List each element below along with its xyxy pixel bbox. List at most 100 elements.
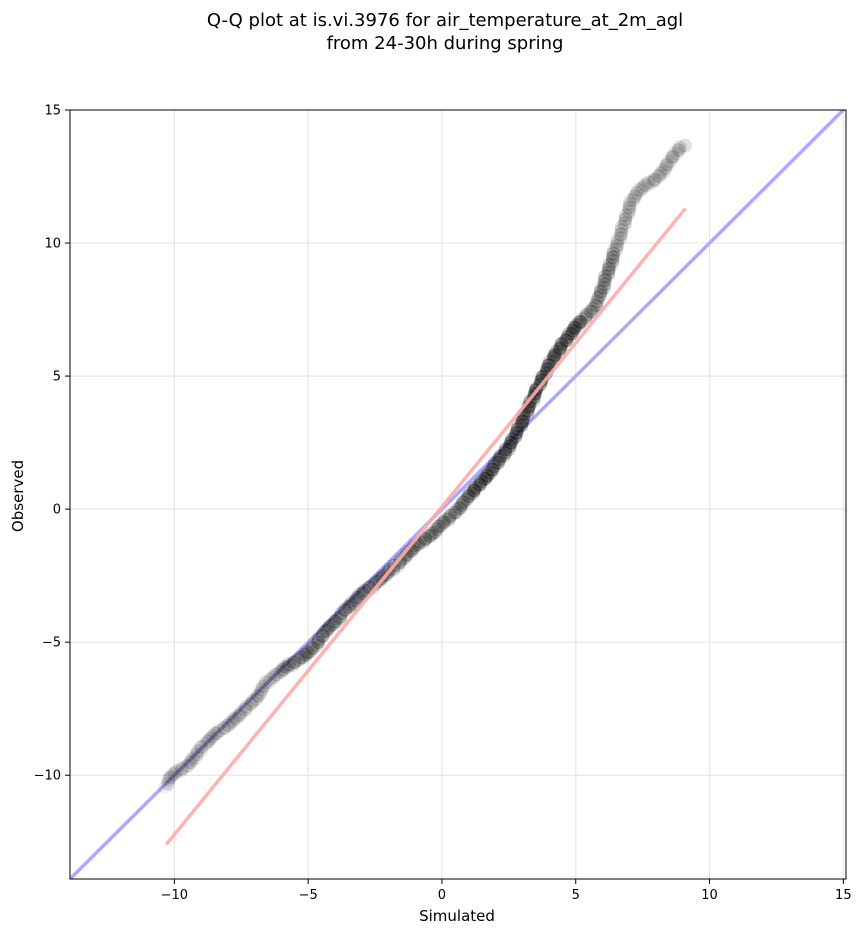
qq-point [262,673,276,687]
qq-point [678,139,692,153]
qq-point [191,744,205,758]
qq-point [492,452,507,467]
qq-point [316,625,331,640]
qq-point [477,471,492,486]
qq-point [509,426,524,441]
qq-point [564,326,579,341]
qq-point [618,219,632,233]
qq-point [187,749,201,763]
qq-point [456,495,471,510]
qq-point [601,269,616,284]
qq-point [279,659,294,674]
qq-point [635,180,649,194]
qq-point [460,492,475,507]
qq-point [189,748,203,762]
qq-point [227,711,241,725]
axes-frame [69,109,847,880]
qq-point [249,692,263,706]
qq-point [554,336,569,351]
qq-point [273,665,287,679]
qq-point [249,692,263,706]
qq-point [462,489,477,504]
qq-point [175,762,189,776]
qq-point [189,751,203,765]
qq-point [323,618,338,633]
qq-point [502,439,517,454]
qq-point [232,708,246,722]
qq-point [321,621,336,636]
qq-point [626,193,640,207]
qq-point [206,730,220,744]
qq-point [508,429,523,444]
qq-point [443,508,458,523]
qq-point [422,528,437,543]
qq-point [164,770,178,784]
qq-point [654,166,668,180]
qq-point [579,307,594,322]
qq-point [491,452,506,467]
qq-point [442,511,457,526]
qq-point [449,505,464,520]
qq-point [342,600,357,615]
qq-point [498,442,513,457]
qq-point [610,238,624,252]
qq-point [441,512,456,527]
qq-point [448,505,463,520]
qq-point [614,227,628,241]
qq-point [398,547,413,562]
qq-point [610,239,624,253]
x-tick-label: −5 [299,888,318,903]
qq-point [606,250,621,265]
qq-point [452,500,467,515]
qq-point [234,705,248,719]
qq-point [671,143,685,157]
qq-point [287,655,302,670]
qq-point [569,317,584,332]
qq-point [514,418,529,433]
qq-point [564,326,579,341]
qq-point [259,675,273,689]
qq-point [425,526,440,541]
qq-point [437,515,452,530]
qq-point [605,253,620,268]
qq-point [253,686,267,700]
plot-area [70,110,846,879]
y-tick-label: −5 [42,636,61,651]
qq-point [225,713,239,727]
y-tick-label: 10 [44,237,61,252]
qq-point [487,455,502,470]
qq-point [306,638,321,653]
qq-point [584,304,599,319]
qq-point [634,183,648,197]
qq-point [651,169,665,183]
qq-point [163,770,177,784]
qq-point [217,721,231,735]
qq-point [666,150,680,164]
qq-point [597,273,612,288]
qq-point [594,281,609,296]
qq-point [169,764,183,778]
qq-point [186,752,200,766]
qq-point [481,465,496,480]
qq-point [333,609,348,624]
qq-point [204,732,218,746]
qq-point [510,422,525,437]
qq-point [435,517,450,532]
qq-point [467,483,482,498]
qq-point [183,755,197,769]
qq-point [428,525,443,540]
axes: −10 −5 0 5 10 15 −10 −5 0 5 10 15 [34,104,852,904]
qq-point [319,623,334,638]
qq-point [305,641,320,656]
qq-point [515,414,530,429]
qq-point [542,354,557,369]
qq-point [449,502,464,517]
qq-point [348,593,363,608]
qq-point [583,304,598,319]
qq-point [622,201,636,215]
qq-point [267,670,281,684]
qq-point [571,317,586,332]
x-tick-label: 0 [438,888,446,903]
qq-point [623,197,637,211]
qq-point [559,333,574,348]
